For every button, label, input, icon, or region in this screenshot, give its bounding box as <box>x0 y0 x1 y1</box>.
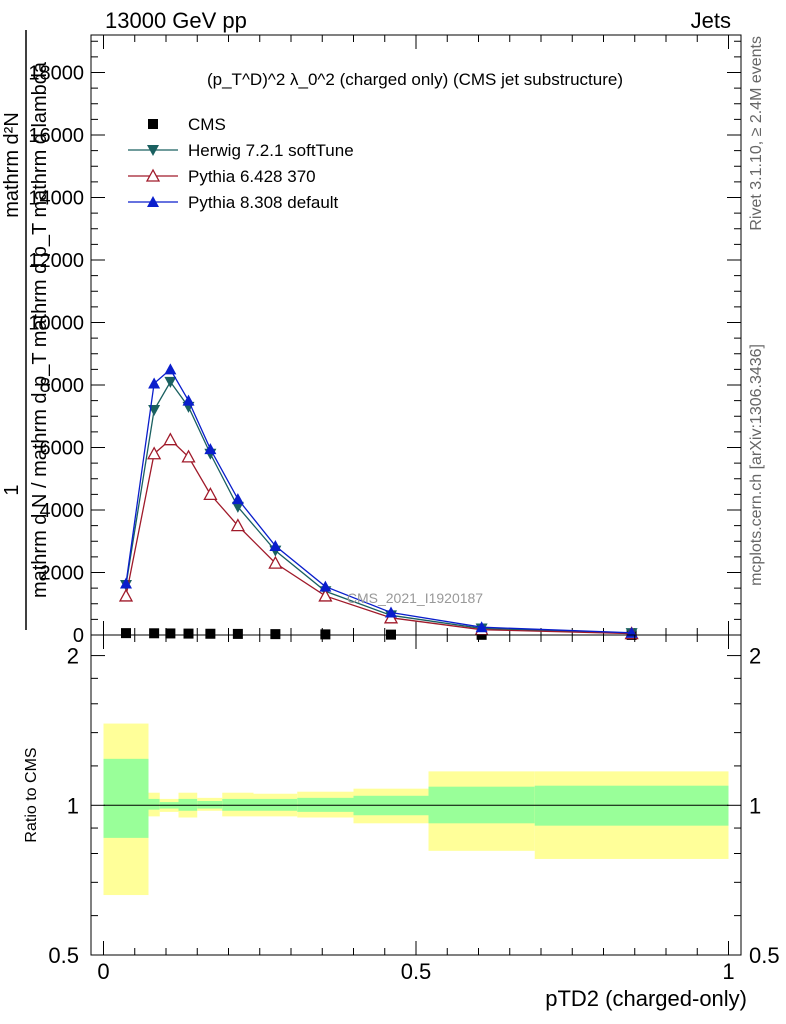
main-y-tick-labels: 0 2000 4000 6000 8000 10000 12000 14000 16000 180… <box>28 63 84 648</box>
ratio-x-tick-label: 0 <box>97 959 109 984</box>
ratio-y-tick-label: 2 <box>67 644 79 669</box>
ratio-x-tick-label: 0.5 <box>401 959 432 984</box>
legend-label: CMS <box>188 115 226 134</box>
series-point <box>147 446 162 460</box>
series-point <box>204 443 217 455</box>
series-point <box>231 493 244 505</box>
series-point <box>149 628 160 639</box>
rivet-version-text: Rivet 3.1.10, ≥ 2.4M events <box>748 36 765 231</box>
series-point <box>203 487 218 501</box>
main-y-tick-label: 10000 <box>28 313 84 335</box>
ratio-y-tick-label-right: 1 <box>749 793 761 818</box>
legend-marker <box>147 196 159 207</box>
x-axis-label: pTD2 (charged-only) <box>545 986 747 1011</box>
legend-marker <box>147 145 159 156</box>
main-plot: 0 2000 4000 6000 8000 10000 12000 14000 16000 180… <box>1 30 742 648</box>
series-point <box>320 629 331 640</box>
series-point <box>319 580 332 592</box>
series-point <box>231 501 244 513</box>
legend: CMS Herwig 7.2.1 softTune Pythia 6.428 370… <box>128 115 354 212</box>
analysis-watermark: CMS_2021_I1920187 <box>347 590 483 606</box>
y-label-numerator: 1 <box>1 484 23 495</box>
ratio-y-tick-label: 1 <box>67 793 79 818</box>
series-2 <box>118 432 639 640</box>
ratio-x-tick-labels: 0 0.5 1 <box>97 959 734 984</box>
series-point <box>165 628 176 639</box>
legend-label: Pythia 6.428 370 <box>188 167 316 186</box>
legend-entry: Pythia 6.428 370 <box>128 167 316 186</box>
series-3 <box>120 363 638 638</box>
mcplots-text: mcplots.cern.ch [arXiv:1306.3436] <box>748 344 765 586</box>
legend-marker <box>145 168 161 182</box>
main-title: (p_T^D)^2 λ_0^2 (charged only) (CMS jet … <box>207 70 623 89</box>
main-y-tick-label: 0 <box>73 625 84 647</box>
legend-entry: Herwig 7.2.1 softTune <box>128 141 354 160</box>
series-point <box>385 606 397 618</box>
main-y-tick-label: 6000 <box>40 438 85 460</box>
series-point <box>148 377 161 389</box>
legend-label: Pythia 8.308 default <box>188 193 339 212</box>
ratio-y-tick-label-right: 0.5 <box>749 943 780 968</box>
series-point <box>475 621 488 633</box>
ratio-y-tick-label: 0.5 <box>48 943 79 968</box>
ratio-inner-band <box>148 798 160 810</box>
ratio-y-tick-labels: 0.5 0.5 1 1 2 2 <box>48 644 779 968</box>
legend-marker <box>148 119 158 129</box>
y-label-numerator-2: mathrm d²N <box>1 112 23 218</box>
series-point <box>181 449 196 463</box>
legend-label: Herwig 7.2.1 softTune <box>188 141 354 160</box>
series-point <box>182 394 195 406</box>
main-y-tick-label: 14000 <box>28 188 84 210</box>
series-point <box>121 628 131 639</box>
y-label-denominator: mathrm d N / mathrm d p_T mathrm d p_T m… <box>29 61 51 598</box>
ratio-plot-frame <box>90 634 742 956</box>
series-point <box>120 577 132 589</box>
main-y-tick-label: 18000 <box>28 63 84 85</box>
ratio-inner-band <box>103 758 149 838</box>
series-point <box>205 628 216 639</box>
ratio-y-tick-label-right: 2 <box>749 644 761 669</box>
ratio-x-tick-label: 1 <box>722 959 734 984</box>
series-point <box>230 518 245 532</box>
series-point <box>270 629 281 640</box>
series-point <box>268 555 283 569</box>
series-point <box>269 539 282 551</box>
series-point <box>183 628 194 639</box>
series-point <box>163 432 178 446</box>
legend-entry: Pythia 8.308 default <box>128 193 339 212</box>
ratio-plot: 0.5 0.51 12 2 0 0.5 1 Ratio to CMS pTD2 (char… <box>23 634 780 1011</box>
ratio-bands <box>103 723 729 896</box>
ratio-inner-band <box>197 801 223 809</box>
series-point <box>118 588 134 602</box>
ratio-y-label: Ratio to CMS <box>23 747 40 842</box>
main-axis-ticks <box>91 35 741 636</box>
main-y-tick-label: 16000 <box>28 125 84 147</box>
header-left: 13000 GeV pp <box>105 8 247 33</box>
ratio-axis-ticks <box>91 635 741 956</box>
main-y-label: 1 mathrm d²N mathrm d N / mathrm d p_T m… <box>1 30 51 630</box>
main-y-tick-label: 2000 <box>40 563 85 585</box>
legend-entry: CMS <box>148 115 226 134</box>
series-point <box>164 363 177 375</box>
main-y-tick-label: 12000 <box>28 250 84 272</box>
main-y-tick-label: 4000 <box>40 500 85 522</box>
series-point <box>232 628 243 639</box>
header-right: Jets <box>691 8 731 33</box>
main-y-tick-label: 8000 <box>40 375 85 397</box>
series-point <box>164 376 177 388</box>
series-point <box>318 588 333 602</box>
